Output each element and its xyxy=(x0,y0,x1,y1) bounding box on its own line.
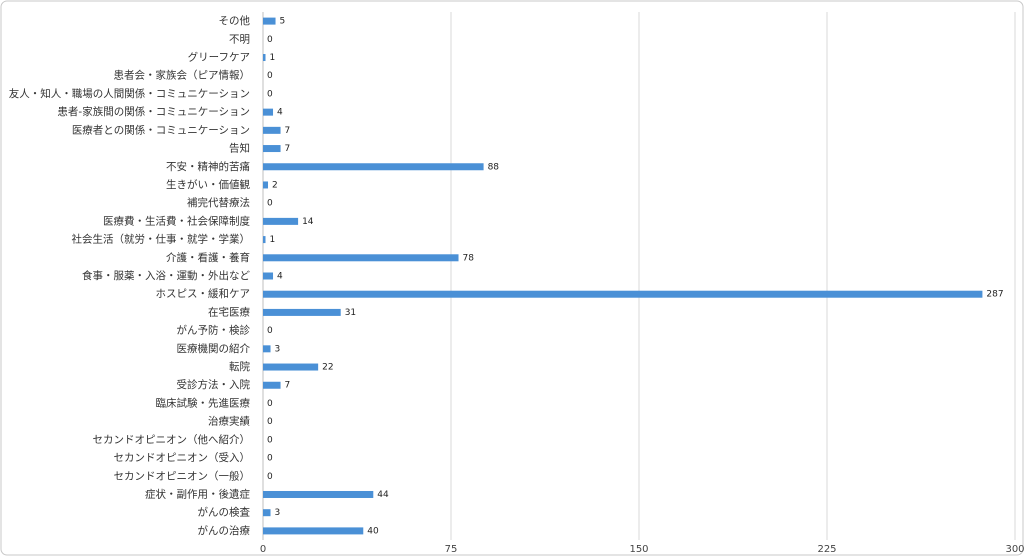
y-tick-label: 友人・知人・職場の人間関係・コミュニケーション xyxy=(9,87,250,100)
bar xyxy=(263,163,484,171)
y-tick-label: 不安・精神的苦痛 xyxy=(166,160,250,173)
y-tick-label: セカンドオピニオン（他へ紹介） xyxy=(93,433,251,446)
bar xyxy=(263,363,319,371)
value-label: 3 xyxy=(275,508,281,518)
bar xyxy=(263,17,276,25)
y-tick-label: 治療実績 xyxy=(208,415,250,428)
value-label: 31 xyxy=(345,308,356,318)
x-tick-label: 75 xyxy=(445,544,458,555)
y-tick-label: 在宅医療 xyxy=(208,305,250,318)
y-tick-label: 臨床試験・先進医療 xyxy=(156,396,251,409)
y-tick-label: 患者会・家族会（ピア情報） xyxy=(114,69,251,82)
y-tick-label: その他 xyxy=(219,14,251,27)
y-tick-label: 転院 xyxy=(229,360,250,373)
value-label: 287 xyxy=(986,290,1003,300)
value-label: 2 xyxy=(272,180,278,190)
y-tick-label: 医療費・生活費・社会保障制度 xyxy=(103,214,250,227)
bar xyxy=(263,308,341,316)
x-tick-label: 300 xyxy=(1005,544,1024,555)
value-label: 4 xyxy=(277,272,283,282)
bar xyxy=(263,527,364,535)
x-tick-label: 0 xyxy=(260,544,266,555)
value-label: 5 xyxy=(280,17,286,27)
x-tick-label: 225 xyxy=(817,544,836,555)
bar xyxy=(263,254,459,262)
value-label: 0 xyxy=(267,454,273,464)
value-label: 3 xyxy=(275,344,281,354)
value-label: 7 xyxy=(285,126,291,136)
y-tick-label: 症状・副作用・後遺症 xyxy=(145,487,250,500)
bar xyxy=(263,217,299,225)
value-label: 14 xyxy=(302,217,314,227)
bar xyxy=(263,108,274,116)
y-tick-label: グリーフケア xyxy=(188,51,250,64)
value-label: 88 xyxy=(488,162,500,172)
y-tick-label: 不明 xyxy=(229,33,250,45)
value-label: 1 xyxy=(270,235,276,245)
value-label: 0 xyxy=(267,35,273,45)
value-label: 22 xyxy=(322,363,333,373)
y-tick-label: 介護・看護・養育 xyxy=(166,251,250,264)
bar xyxy=(263,145,281,153)
bar xyxy=(263,290,983,298)
y-tick-label: セカンドオピニオン（一般） xyxy=(114,469,251,482)
y-tick-label: 食事・服薬・入浴・運動・外出など xyxy=(82,269,250,282)
y-tick-label: ホスピス・緩和ケア xyxy=(156,287,251,300)
bar xyxy=(263,381,281,389)
y-tick-label: 補完代替療法 xyxy=(187,196,250,209)
value-label: 0 xyxy=(267,435,273,445)
bar xyxy=(263,236,266,244)
y-tick-label: セカンドオピニオン（受入） xyxy=(114,452,251,464)
x-tick-label: 150 xyxy=(629,544,648,555)
bar xyxy=(263,490,374,498)
value-label: 0 xyxy=(267,417,273,427)
bar xyxy=(263,54,266,62)
y-tick-label: 社会生活（就労・仕事・就学・学業） xyxy=(72,233,251,246)
bar xyxy=(263,181,269,189)
value-label: 0 xyxy=(267,89,273,99)
y-tick-label: 受診方法・入院 xyxy=(177,378,251,391)
bar xyxy=(263,509,271,517)
bar xyxy=(263,345,271,353)
value-label: 7 xyxy=(285,144,291,154)
value-label: 0 xyxy=(267,399,273,409)
bar xyxy=(263,272,274,280)
value-label: 0 xyxy=(267,71,273,81)
value-label: 0 xyxy=(267,326,273,336)
y-tick-label: 医療者との関係・コミュニケーション xyxy=(72,123,250,136)
y-tick-label: 患者-家族間の関係・コミュニケーション xyxy=(57,105,250,118)
y-tick-label: 生きがい・価値観 xyxy=(166,178,250,191)
value-label: 0 xyxy=(267,472,273,482)
value-label: 7 xyxy=(285,381,291,391)
value-label: 0 xyxy=(267,199,273,209)
value-label: 1 xyxy=(270,53,276,63)
y-tick-label: がんの治療 xyxy=(198,524,251,537)
value-label: 78 xyxy=(463,253,475,263)
y-tick-label: 医療機関の紹介 xyxy=(177,342,251,355)
value-label: 40 xyxy=(367,526,379,536)
y-tick-label: がん予防・検診 xyxy=(177,324,251,337)
value-label: 44 xyxy=(377,490,389,500)
y-tick-label: がんの検査 xyxy=(198,506,251,519)
value-label: 4 xyxy=(277,108,283,118)
y-tick-label: 告知 xyxy=(229,142,250,155)
bar xyxy=(263,126,281,134)
